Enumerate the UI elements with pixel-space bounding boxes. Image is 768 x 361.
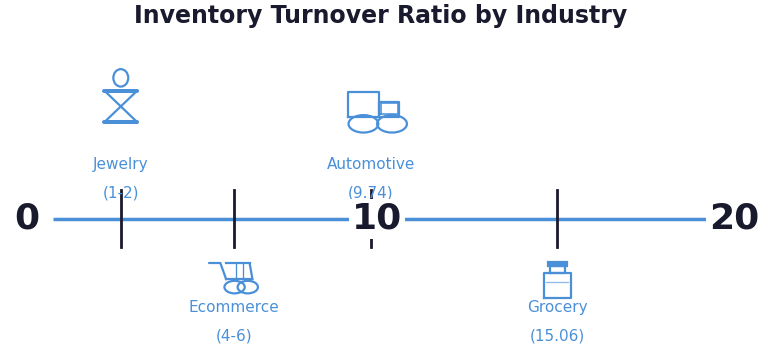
Text: Grocery: Grocery [527, 300, 588, 315]
Text: (9.74): (9.74) [348, 186, 393, 201]
Text: (1-2): (1-2) [103, 186, 139, 201]
Text: (4-6): (4-6) [215, 328, 252, 343]
Bar [548, 262, 567, 266]
Text: Ecommerce: Ecommerce [188, 300, 279, 315]
Text: Automotive: Automotive [326, 157, 415, 172]
Title: Inventory Turnover Ratio by Industry: Inventory Turnover Ratio by Industry [134, 4, 627, 28]
Text: 0: 0 [14, 202, 39, 236]
Text: (15.06): (15.06) [530, 328, 584, 343]
Text: 20: 20 [709, 202, 759, 236]
Text: Jewelry: Jewelry [93, 157, 148, 172]
Text: 10: 10 [352, 202, 402, 236]
